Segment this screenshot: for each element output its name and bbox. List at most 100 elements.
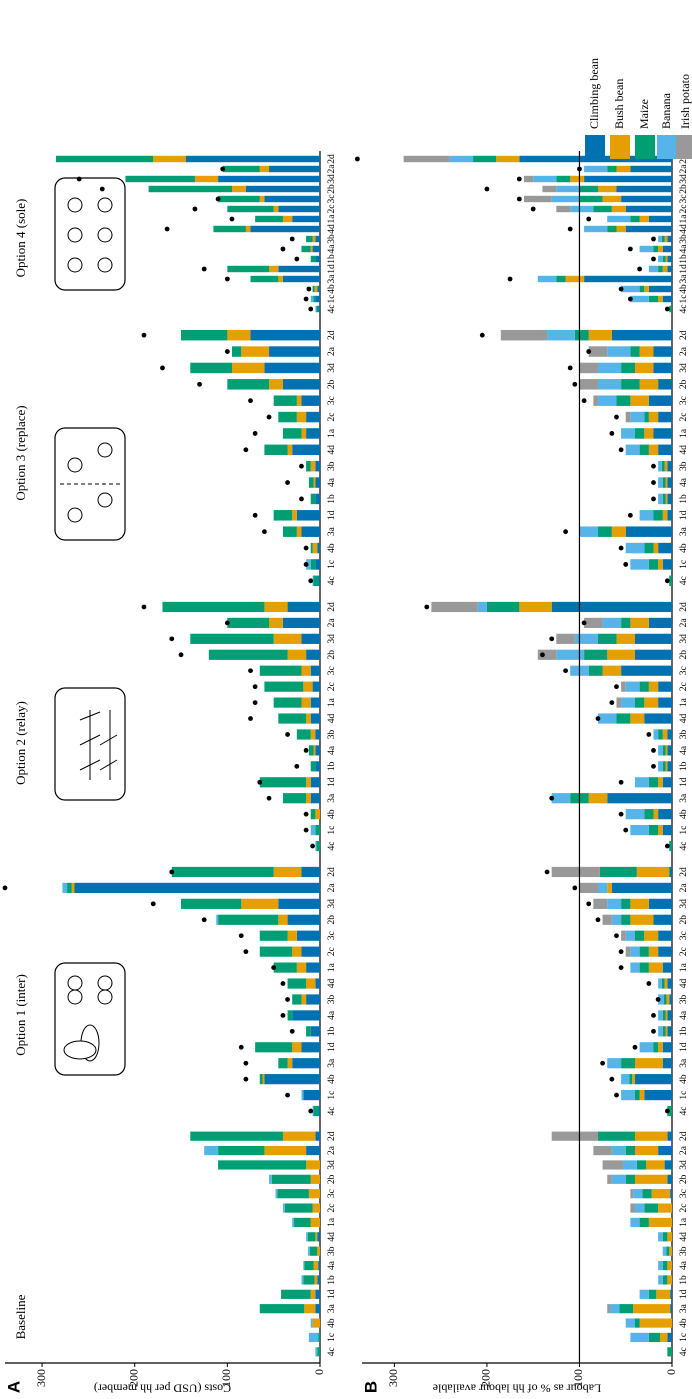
bar-segment: [612, 915, 621, 925]
x-tick-label: 1d: [327, 1289, 337, 1299]
bar-segment: [301, 246, 310, 252]
bar-segment: [264, 1146, 306, 1155]
bar-segment: [653, 1042, 658, 1052]
total-dot: [225, 277, 230, 282]
bar-segment: [570, 206, 593, 212]
bar-segment: [218, 196, 260, 202]
bar-segment: [314, 745, 316, 755]
bar-segment: [315, 559, 320, 569]
bar-segment: [316, 841, 320, 851]
total-dot: [267, 415, 272, 420]
bar-segment: [315, 477, 320, 487]
bar-segment: [667, 1261, 672, 1270]
bar-segment: [649, 962, 663, 972]
bar-segment: [626, 543, 645, 553]
x-tick-label: 2b: [327, 915, 337, 925]
bar-segment: [630, 825, 649, 835]
bar-segment: [473, 156, 496, 162]
total-dot: [596, 917, 601, 922]
bar-segment: [227, 330, 250, 340]
bar-segment: [621, 1058, 635, 1068]
bar-segment: [223, 166, 260, 172]
x-tick-label: 3c: [679, 931, 689, 940]
bar-segment: [190, 1132, 283, 1141]
x-tick-label: 2b: [679, 650, 689, 660]
x-tick-label: 1a: [679, 697, 689, 707]
bar-segment: [635, 428, 644, 438]
bar-segment: [288, 650, 307, 660]
total-dot: [281, 1013, 286, 1018]
bar-segment: [607, 216, 630, 222]
bar-segment: [303, 1261, 304, 1270]
bar-segment: [313, 1203, 320, 1212]
bar-segment: [216, 915, 218, 925]
bar-segment: [663, 1232, 668, 1241]
bar-segment: [667, 1232, 672, 1241]
bar-segment: [658, 1146, 672, 1155]
bar-segment: [311, 256, 316, 262]
x-tick-label: 1d: [679, 264, 689, 274]
x-tick-label: 3d: [679, 363, 689, 373]
total-dot: [304, 748, 309, 753]
total-dot: [586, 901, 591, 906]
bar-segment: [589, 793, 608, 803]
bar-segment: [665, 461, 668, 471]
bar-segment: [666, 494, 668, 504]
x-tick-label: 3d: [327, 1160, 337, 1170]
bar-segment: [318, 576, 320, 586]
bar-segment: [649, 825, 658, 835]
bar-segment: [635, 1090, 640, 1100]
bar-segment: [269, 1175, 272, 1184]
bar-segment: [598, 634, 617, 644]
total-dot: [308, 1109, 313, 1114]
bar-segment: [644, 931, 658, 941]
x-tick-label: 1a: [679, 962, 689, 972]
x-tick-label: 1d: [679, 777, 689, 787]
bar-segment: [306, 777, 311, 787]
bar-segment: [306, 713, 311, 723]
bar-segment: [653, 510, 662, 520]
bar-segment: [281, 1290, 311, 1299]
bar-segment: [598, 713, 617, 723]
y-tick-label: 100: [571, 1369, 585, 1387]
x-tick-label: 4b: [679, 1318, 689, 1328]
bar-segment: [311, 1218, 320, 1227]
total-dot: [239, 1045, 244, 1050]
x-tick-label: 1d: [679, 1289, 689, 1299]
bar-segment: [646, 1160, 665, 1169]
bar-segment: [635, 363, 654, 373]
bar-segment: [612, 883, 672, 893]
bar-segment: [232, 186, 246, 192]
x-tick-label: 3d: [679, 174, 689, 184]
bar-segment: [125, 176, 194, 182]
bar-segment: [269, 379, 283, 389]
bar-segment: [297, 962, 306, 972]
bar-segment: [616, 713, 630, 723]
bar-segment: [640, 1290, 649, 1299]
bar-segment: [274, 867, 302, 877]
bar-segment: [644, 412, 649, 422]
bar-segment: [218, 915, 278, 925]
x-tick-label: 3c: [327, 195, 337, 204]
total-dot: [243, 1077, 248, 1082]
total-dot: [545, 870, 550, 875]
bar-segment: [315, 256, 320, 262]
bar-segment: [663, 1042, 672, 1052]
bar-segment: [607, 899, 621, 909]
x-tick-label: 2b: [327, 1174, 337, 1184]
bar-segment: [626, 226, 672, 232]
bar-segment: [670, 1189, 672, 1198]
bar-segment: [315, 1132, 320, 1141]
bar-segment: [301, 1090, 303, 1100]
bar-segment: [579, 196, 602, 202]
x-tick-label: 1a: [327, 697, 337, 707]
bar-segment: [314, 286, 317, 292]
x-tick-label: 4b: [679, 284, 689, 294]
bar-segment: [317, 1275, 320, 1284]
bar-segment: [318, 1333, 320, 1342]
legend-swatch: [635, 135, 655, 159]
bar-segment: [616, 226, 625, 232]
bar-segment: [315, 841, 316, 851]
bar-segment: [667, 1347, 672, 1356]
legend-label: Banana: [659, 92, 673, 129]
